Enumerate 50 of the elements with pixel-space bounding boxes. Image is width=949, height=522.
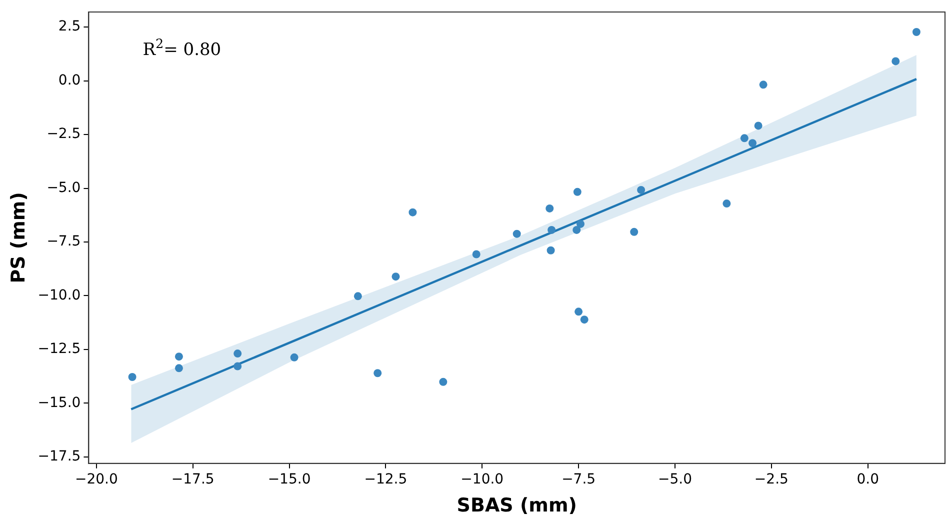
point [546, 204, 554, 212]
point [546, 246, 555, 254]
point [740, 134, 748, 142]
point [408, 208, 417, 216]
x-tick-label: −15.0 [268, 471, 311, 488]
x-tick-label: −17.5 [171, 471, 214, 488]
x-tick-label: −2.5 [754, 471, 788, 488]
point [439, 378, 448, 386]
y-axis-title: PS (mm) [7, 192, 30, 284]
x-tick-label: 0.0 [856, 471, 879, 488]
point [290, 353, 298, 362]
x-tick-label: −20.0 [74, 471, 118, 488]
x-tick-label: −7.5 [562, 471, 596, 488]
point [759, 80, 768, 89]
point [472, 250, 480, 258]
point [392, 272, 400, 281]
point [374, 369, 382, 378]
point [174, 364, 183, 372]
point [573, 188, 582, 196]
point [754, 122, 762, 130]
point [512, 230, 521, 238]
point [234, 350, 242, 358]
y-tick-label: −7.5 [46, 234, 81, 250]
point [722, 200, 731, 208]
point [580, 316, 588, 324]
y-tick-label: −2.5 [46, 126, 81, 142]
y-tick-label: −12.5 [38, 341, 81, 358]
point [630, 228, 638, 236]
y-tick-label: −5.0 [46, 180, 81, 196]
y-tick-label: 0.0 [58, 72, 81, 88]
point [548, 226, 556, 234]
y-tick-label: −10.0 [38, 287, 81, 304]
point [174, 352, 183, 361]
x-axis-title: SBAS (mm) [456, 494, 577, 517]
y-tick-label: −17.5 [38, 448, 81, 465]
point [354, 292, 362, 300]
y-tick-label: 2.5 [58, 18, 81, 35]
point [912, 28, 920, 36]
point [892, 57, 900, 66]
point [572, 226, 581, 234]
point [574, 308, 583, 316]
x-tick-label: −10.0 [460, 471, 504, 488]
point [748, 139, 757, 148]
point [637, 186, 646, 194]
y-tick-label: −15.0 [38, 394, 81, 411]
point [576, 220, 584, 228]
x-tick-label: −5.0 [658, 471, 692, 488]
point [128, 372, 136, 381]
x-tick-label: −12.5 [364, 471, 408, 488]
point [234, 362, 242, 370]
